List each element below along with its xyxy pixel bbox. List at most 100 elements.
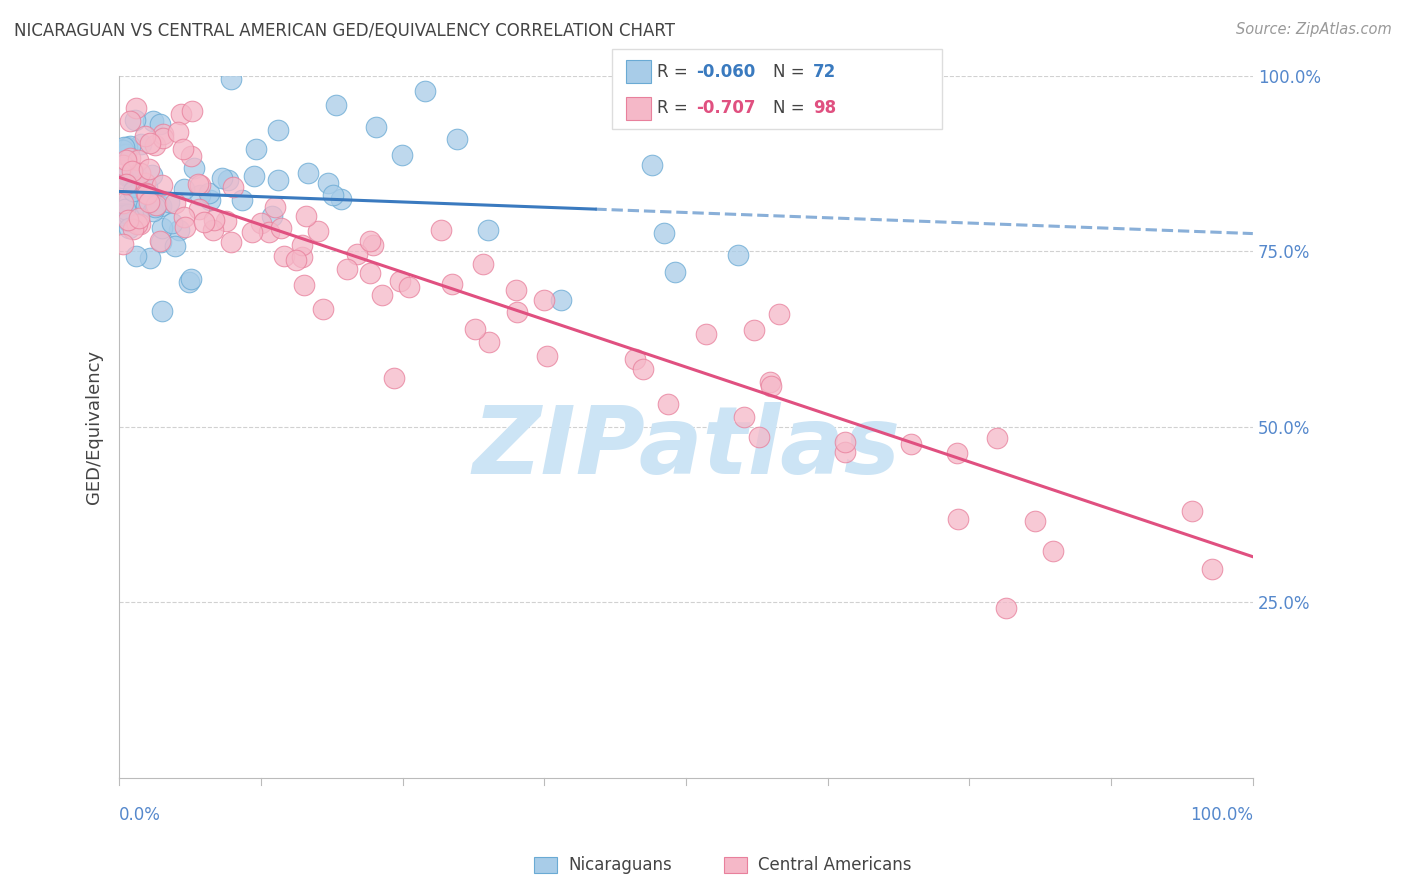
- Point: [167, 223, 190, 237]
- Point: [834, 434, 856, 449]
- Text: Central Americans: Central Americans: [758, 856, 911, 874]
- Point: [115, 177, 138, 191]
- Point: [295, 209, 318, 223]
- Point: [221, 235, 243, 249]
- Text: -0.707: -0.707: [696, 100, 755, 118]
- Point: [316, 177, 339, 191]
- Point: [111, 208, 134, 222]
- Point: [173, 182, 195, 196]
- Point: [183, 161, 205, 175]
- Point: [145, 198, 167, 212]
- Point: [125, 249, 148, 263]
- Point: [172, 143, 194, 157]
- Point: [173, 220, 195, 235]
- Point: [117, 214, 139, 228]
- Point: [291, 250, 314, 264]
- Text: -0.060: -0.060: [696, 63, 755, 81]
- Point: [111, 195, 134, 210]
- Text: 72: 72: [813, 63, 837, 81]
- Point: [231, 193, 253, 207]
- Point: [111, 206, 134, 220]
- Point: [139, 136, 162, 150]
- Point: [180, 149, 202, 163]
- Point: [359, 267, 381, 281]
- Point: [125, 180, 148, 194]
- Point: [136, 186, 159, 201]
- Point: [325, 98, 347, 112]
- Point: [177, 275, 200, 289]
- Point: [149, 235, 172, 249]
- Point: [834, 445, 856, 459]
- Point: [695, 327, 717, 342]
- Point: [631, 362, 654, 376]
- Point: [742, 323, 765, 337]
- Point: [768, 307, 790, 321]
- Point: [748, 430, 770, 444]
- Point: [336, 262, 359, 277]
- Point: [117, 213, 139, 227]
- Point: [129, 198, 152, 212]
- Point: [124, 113, 146, 128]
- Point: [312, 301, 335, 316]
- Point: [364, 120, 387, 135]
- Point: [152, 127, 174, 141]
- Point: [198, 186, 221, 200]
- Point: [297, 166, 319, 180]
- Text: 100.0%: 100.0%: [1189, 806, 1253, 824]
- Point: [129, 218, 152, 232]
- Point: [125, 168, 148, 182]
- Point: [727, 248, 749, 262]
- Text: Source: ZipAtlas.com: Source: ZipAtlas.com: [1236, 22, 1392, 37]
- Text: N =: N =: [773, 100, 810, 118]
- Point: [664, 265, 686, 279]
- Point: [111, 158, 134, 172]
- Point: [121, 221, 143, 235]
- Point: [759, 379, 782, 393]
- Point: [477, 223, 499, 237]
- Point: [138, 195, 160, 210]
- Point: [117, 207, 139, 221]
- Point: [139, 252, 162, 266]
- Point: [733, 409, 755, 424]
- Point: [150, 304, 173, 318]
- Point: [641, 158, 664, 172]
- Point: [291, 238, 314, 252]
- Point: [141, 168, 163, 182]
- Point: [900, 436, 922, 450]
- Point: [111, 143, 134, 157]
- Point: [111, 237, 134, 252]
- Point: [129, 137, 152, 152]
- Point: [359, 234, 381, 248]
- Point: [624, 351, 647, 366]
- Point: [173, 211, 195, 225]
- Point: [478, 334, 501, 349]
- Y-axis label: GED/Equivalency: GED/Equivalency: [86, 350, 103, 504]
- Point: [249, 216, 271, 230]
- Point: [264, 200, 287, 214]
- Text: Nicaraguans: Nicaraguans: [568, 856, 672, 874]
- Point: [112, 140, 135, 154]
- Point: [142, 203, 165, 218]
- Point: [149, 234, 172, 248]
- Point: [188, 178, 211, 193]
- Point: [371, 288, 394, 302]
- Point: [946, 511, 969, 525]
- Point: [150, 178, 173, 193]
- Text: N =: N =: [773, 63, 810, 81]
- Point: [441, 277, 464, 291]
- Text: ZIPatlas: ZIPatlas: [472, 401, 900, 494]
- Point: [166, 125, 188, 139]
- Point: [128, 211, 150, 225]
- Point: [135, 186, 157, 201]
- Point: [446, 132, 468, 146]
- Point: [758, 375, 780, 389]
- Text: 98: 98: [813, 100, 835, 118]
- Point: [163, 196, 186, 211]
- Point: [134, 128, 156, 143]
- Point: [150, 221, 173, 235]
- Point: [111, 147, 134, 161]
- Point: [138, 161, 160, 176]
- Point: [115, 140, 138, 154]
- Point: [187, 177, 209, 191]
- Point: [202, 212, 225, 227]
